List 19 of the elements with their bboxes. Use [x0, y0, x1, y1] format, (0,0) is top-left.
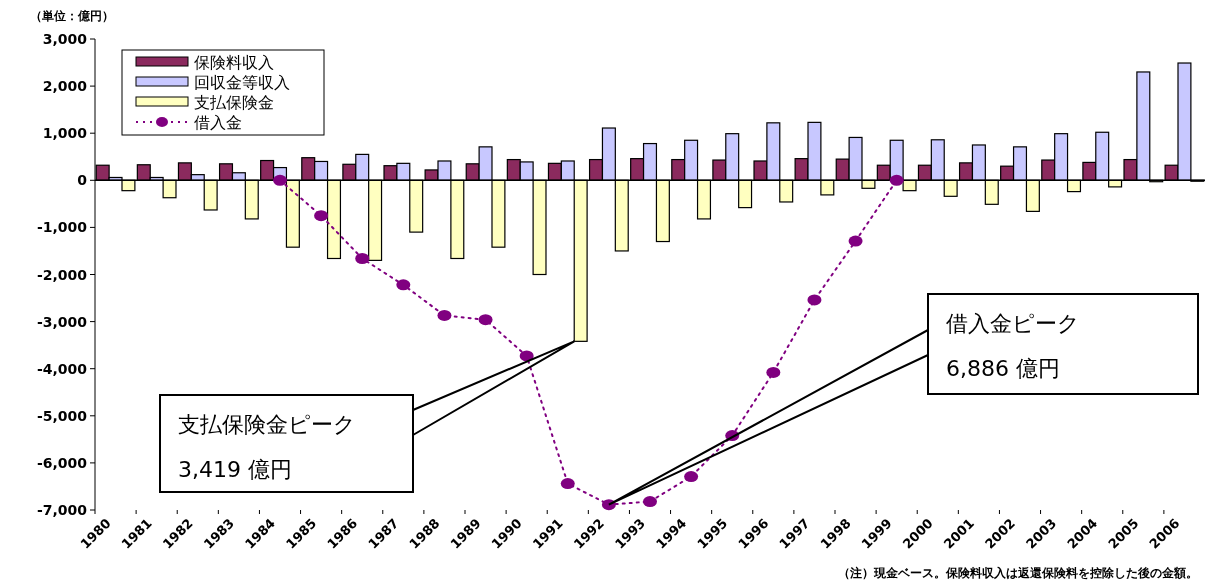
y-tick-label: -7,000	[36, 502, 88, 518]
text: （注）現金ベース。保険料収入は返還保険料を控除した後の金額。	[838, 566, 1198, 580]
legend-label: 回収金等収入	[194, 73, 290, 92]
y-tick-label: -2,000	[36, 266, 88, 283]
y-tick-label: -5,000	[36, 407, 88, 424]
y-tick-label: 3,000	[42, 31, 88, 47]
y-tick-label: -1,000	[36, 219, 88, 236]
y-tick-label: 2,000	[42, 78, 88, 95]
y-tick-label: 0	[77, 172, 88, 189]
y-tick-label: 1,000	[42, 125, 88, 142]
y-axis-title: （単位：億円）	[30, 9, 114, 23]
legend-label: 支払保険金	[194, 93, 274, 112]
y-tick-label: -4,000	[36, 360, 88, 377]
y-tick-label: -6,000	[36, 454, 88, 471]
y-tick-label: -3,000	[36, 313, 88, 330]
annotation: 支払保険金ピーク 3,419 億円	[178, 412, 356, 482]
legend-label: 保険料収入	[194, 53, 274, 72]
annotation: 借入金ピーク 6,886 億円	[946, 311, 1080, 381]
legend-label: 借入金	[194, 113, 242, 132]
